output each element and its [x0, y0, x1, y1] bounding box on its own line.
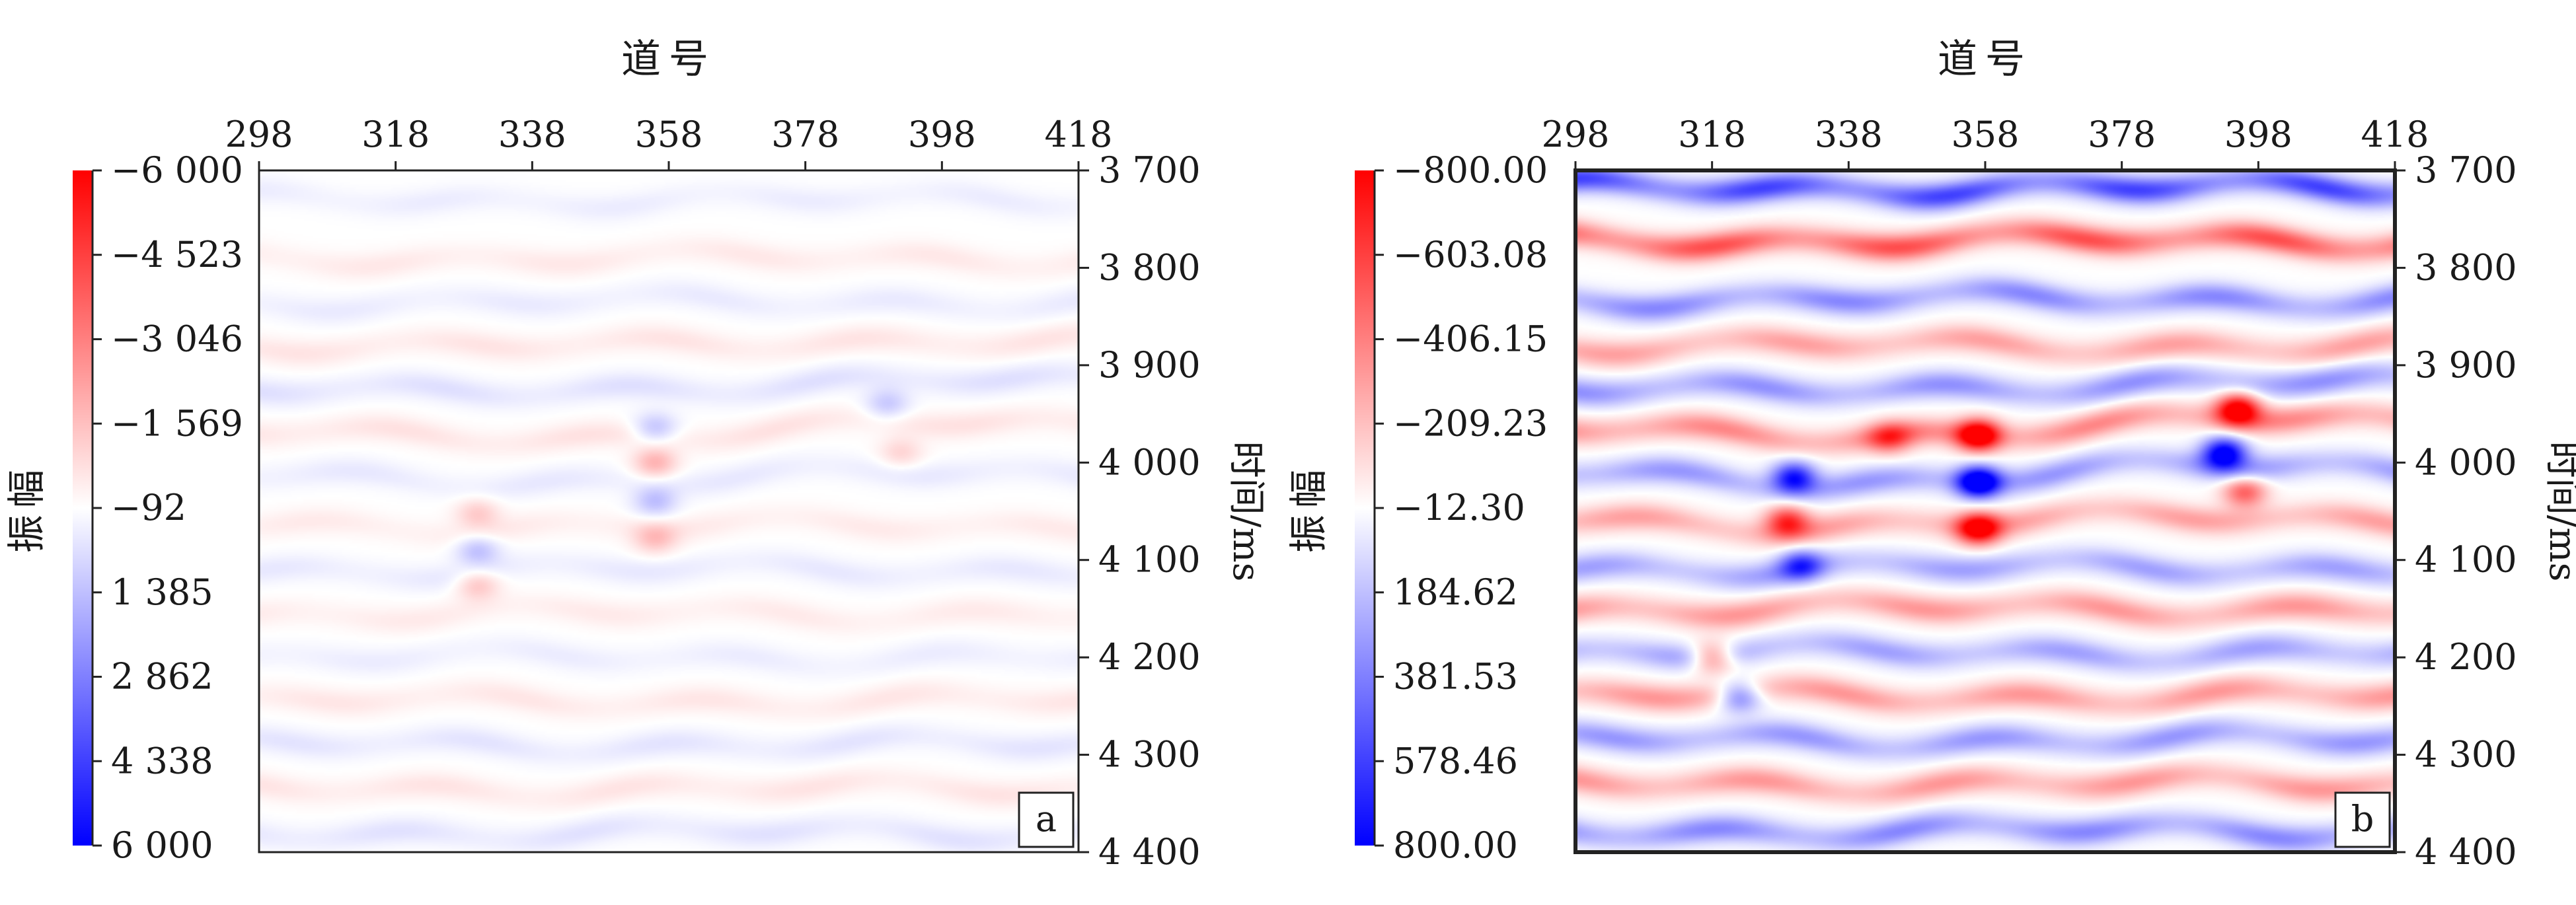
x-tick-label: 338 [498, 114, 566, 155]
heatmap-field [259, 170, 1079, 852]
colorbar-tick-label: −6 000 [111, 149, 243, 191]
x-tick-label: 338 [1815, 114, 1883, 155]
y-tick-label: 4 200 [2415, 636, 2517, 678]
y-tick-label: 3 900 [1098, 344, 1201, 386]
colorbar-tick-label: 381.53 [1393, 656, 1518, 698]
y-tick-label: 4 300 [1098, 734, 1201, 776]
x-tick-label: 298 [1541, 114, 1609, 155]
colorbar-tick-label: 1 385 [111, 571, 213, 613]
colorbar-tick-label: 800.00 [1393, 824, 1518, 866]
y-axis-title: 时间/ms [1225, 441, 1268, 582]
y-tick-label: 3 800 [1098, 246, 1201, 288]
colorbar-tick-label: −209.23 [1393, 402, 1548, 444]
y-tick-label: 4 400 [1098, 831, 1201, 873]
x-tick-label: 358 [634, 114, 702, 155]
colorbar-tick-label: −92 [111, 487, 186, 528]
x-tick-label: 358 [1951, 114, 2019, 155]
colorbar-tick-label: −800.00 [1393, 149, 1548, 191]
panel-label: a [1036, 798, 1057, 840]
x-tick-label: 398 [2224, 114, 2292, 155]
colorbar-tick-label: 184.62 [1393, 571, 1518, 613]
colorbar [73, 170, 93, 846]
colorbar-title: 振幅 [4, 463, 49, 553]
y-tick-label: 4 100 [2415, 539, 2517, 581]
y-tick-label: 4 100 [1098, 539, 1201, 581]
x-axis-title: 道号 [621, 36, 716, 83]
colorbar-tick-label: 2 862 [111, 656, 213, 698]
x-tick-label: 378 [2088, 114, 2156, 155]
heatmap-field [1575, 170, 2395, 852]
colorbar-tick-label: −406.15 [1393, 318, 1548, 360]
y-tick-label: 4 400 [2415, 831, 2517, 873]
y-tick-label: 4 300 [2415, 734, 2517, 776]
x-tick-label: 318 [361, 114, 430, 155]
x-tick-label: 318 [1678, 114, 1746, 155]
colorbar-tick-label: −603.08 [1393, 234, 1548, 275]
colorbar-tick-label: 6 000 [111, 824, 213, 866]
y-tick-label: 3 900 [2415, 344, 2517, 386]
y-tick-label: 3 700 [1098, 149, 1201, 191]
colorbar-tick-label: −12.30 [1393, 487, 1525, 528]
colorbar-title: 振幅 [1286, 463, 1331, 553]
x-tick-label: 378 [771, 114, 839, 155]
colorbar-tick-label: 4 338 [111, 740, 213, 781]
y-tick-label: 4 000 [1098, 441, 1201, 483]
x-axis-title: 道号 [1938, 36, 2033, 83]
y-tick-label: 3 700 [2415, 149, 2517, 191]
colorbar-tick-label: −1 569 [111, 402, 243, 444]
panel-label: b [2351, 798, 2374, 840]
colorbar-tick-label: 578.46 [1393, 740, 1518, 781]
colorbar-tick-label: −3 046 [111, 318, 243, 360]
y-tick-label: 4 000 [2415, 441, 2517, 483]
x-tick-label: 398 [908, 114, 976, 155]
colorbar [1355, 170, 1375, 846]
y-tick-label: 4 200 [1098, 636, 1201, 678]
y-axis-title: 时间/ms [2541, 441, 2576, 582]
y-tick-label: 3 800 [2415, 246, 2517, 288]
colorbar-tick-label: −4 523 [111, 234, 243, 275]
